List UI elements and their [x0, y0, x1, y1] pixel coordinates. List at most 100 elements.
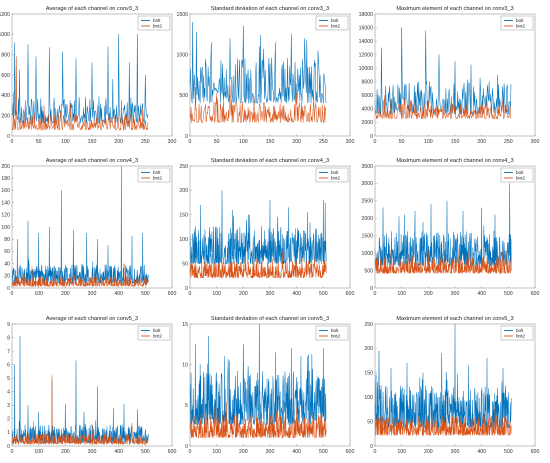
chart-3-title: Maximum element of each channel on conv3…: [396, 6, 513, 12]
chart-2-series-bolt: [189, 21, 327, 104]
chart-7-ytick-label: 7: [7, 349, 10, 355]
chart-6-ytick-label: 2500: [361, 199, 373, 205]
chart-7-ytick-label: 1: [7, 430, 10, 436]
chart-3-series-bolt: [374, 27, 512, 115]
chart-1-xtick-label: 200: [114, 139, 123, 145]
chart-7-series-bnt2: [11, 375, 149, 445]
chart-3-ytick-label: 12000: [359, 52, 374, 58]
chart-1-legend-label-bnt2: bnt2: [153, 24, 162, 29]
chart-8-xtick-label: 300: [266, 449, 275, 455]
chart-4: Average of each channel on conv4_3 0 20 40 6…: [1, 158, 176, 297]
chart-5-ytick-label: 200: [179, 188, 188, 194]
chart-2-legend-box: [315, 15, 349, 31]
chart-5-legend-box: [315, 167, 349, 183]
chart-2-xtick-label: 300: [346, 139, 355, 145]
chart-1-ytick-label: 200: [1, 113, 10, 119]
chart-1: Average of each channel on conv3_3 0 200 40…: [0, 6, 176, 145]
chart-4-ytick-label: 140: [1, 200, 10, 206]
chart-3-xtick-label: 300: [531, 139, 540, 145]
chart-4-xtick-label: 300: [88, 291, 97, 297]
chart-8-xtick-label: 0: [189, 449, 192, 455]
chart-5-xtick-label: 0: [189, 291, 192, 297]
chart-4-title: Average of each channel on conv4_3: [46, 158, 138, 164]
chart-8-legend-box: [315, 325, 349, 341]
chart-6-xtick-label: 100: [397, 291, 406, 297]
chart-6-xtick-label: 200: [424, 291, 433, 297]
chart-5-xtick-label: 200: [239, 291, 248, 297]
chart-6-legend-label-bnt2: bnt2: [516, 176, 525, 181]
chart-2-xtick-label: 100: [239, 139, 248, 145]
chart-3-ytick-label: 18000: [359, 12, 374, 18]
chart-4-ytick-label: 200: [1, 164, 10, 170]
chart-8-ytick-label: 15: [182, 322, 188, 328]
chart-9-ytick-label: 200: [364, 346, 373, 352]
chart-1-ytick-label: 1000: [0, 32, 10, 38]
chart-6-xtick-label: 400: [477, 291, 486, 297]
chart-3-ytick-label: 16000: [359, 25, 374, 31]
chart-3-ytick-label: 8000: [361, 80, 373, 86]
chart-6-ytick-label: 3000: [361, 181, 373, 187]
chart-9-legend-box: [500, 325, 534, 341]
chart-7-xtick-label: 100: [34, 449, 43, 455]
chart-5-legend-label-bnt2: bnt2: [331, 176, 340, 181]
chart-4-xtick-label: 400: [114, 291, 123, 297]
chart-6: Maximum element of each channel on conv4…: [361, 158, 539, 297]
chart-8-legend-label-bolt: bolt: [331, 328, 339, 333]
chart-5-ytick-label: 150: [179, 213, 188, 219]
chart-1-xtick-label: 0: [11, 139, 14, 145]
chart-5-ytick-label: 50: [182, 261, 188, 267]
chart-8-series-bnt2: [189, 402, 327, 439]
chart-7-legend-box: [137, 325, 171, 341]
chart-3-xtick-label: 0: [374, 139, 377, 145]
chart-1-xtick-label: 300: [168, 139, 177, 145]
chart-7-ytick-label: 9: [7, 322, 10, 328]
chart-9-xtick-label: 0: [374, 449, 377, 455]
chart-6-xtick-label: 500: [504, 291, 513, 297]
chart-9-ytick-label: 0: [370, 444, 373, 450]
chart-8-xtick-label: 400: [292, 449, 301, 455]
chart-8-ytick-label: 5: [185, 403, 188, 409]
chart-6-ytick-label: 0: [370, 286, 373, 292]
chart-3-xtick-label: 200: [477, 139, 486, 145]
chart-3-ytick-label: 0: [370, 134, 373, 140]
chart-4-series-bnt2: [11, 263, 149, 287]
chart-7-title: Average of each channel on conv5_3: [46, 316, 138, 322]
chart-9-ytick-label: 250: [364, 322, 373, 328]
chart-1-ytick-label: 400: [1, 93, 10, 99]
chart-5-ytick-label: 250: [179, 164, 188, 170]
chart-9-xtick-label: 400: [477, 449, 486, 455]
chart-2-xtick-label: 200: [292, 139, 301, 145]
chart-6-ytick-label: 3500: [361, 164, 373, 170]
chart-9-ytick-label: 150: [364, 371, 373, 377]
chart-2-xtick-label: 150: [266, 139, 275, 145]
chart-9-xtick-label: 600: [531, 449, 540, 455]
chart-9-ytick-label: 50: [367, 419, 373, 425]
chart-2-title: Standard deviation of each channel on co…: [211, 6, 329, 12]
chart-1-ytick-label: 600: [1, 73, 10, 79]
chart-6-title: Maximum element of each channel on conv4…: [396, 158, 513, 164]
chart-5-xtick-label: 100: [212, 291, 221, 297]
chart-4-ytick-label: 0: [7, 286, 10, 292]
chart-7-xtick-label: 500: [141, 449, 150, 455]
chart-3-xtick-label: 100: [424, 139, 433, 145]
chart-7-xtick-label: 200: [61, 449, 70, 455]
chart-8-xtick-label: 500: [319, 449, 328, 455]
chart-4-ytick-label: 100: [1, 225, 10, 231]
chart-6-ytick-label: 1500: [361, 234, 373, 240]
chart-9-title: Maximum element of each channel on conv5…: [396, 316, 513, 322]
chart-9: Maximum element of each channel on conv5…: [364, 316, 539, 455]
chart-2-xtick-label: 50: [214, 139, 220, 145]
chart-6-xtick-label: 300: [451, 291, 460, 297]
chart-4-series-bolt: [11, 165, 149, 284]
chart-2: Standard deviation of each channel on co…: [176, 6, 354, 145]
chart-4-xtick-label: 600: [168, 291, 177, 297]
chart-1-xtick-label: 100: [61, 139, 70, 145]
chart-2-ytick-label: 500: [179, 93, 188, 99]
chart-7-legend-label-bolt: bolt: [153, 328, 161, 333]
